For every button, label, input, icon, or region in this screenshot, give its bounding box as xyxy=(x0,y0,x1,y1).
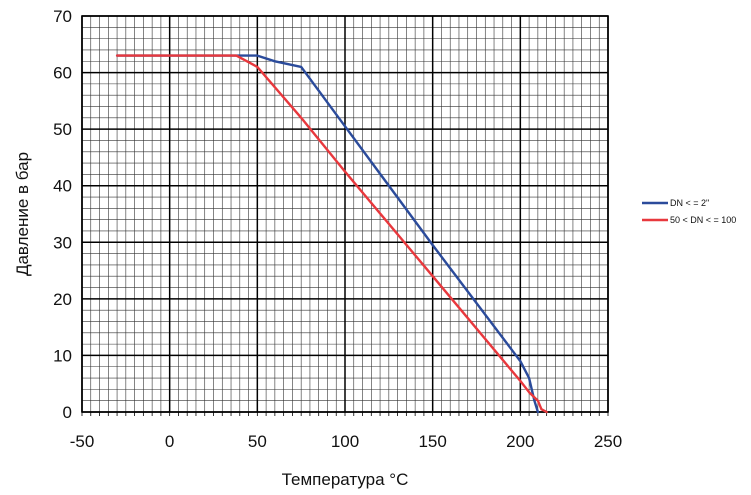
legend-label-2: 50 < DN < = 100 xyxy=(670,215,736,225)
x-tick-label: 0 xyxy=(165,432,174,451)
x-tick-label: 50 xyxy=(248,432,267,451)
y-axis-title: Давление в бар xyxy=(13,152,32,276)
y-tick-label: 0 xyxy=(63,403,72,422)
legend: DN < = 2" 50 < DN < = 100 xyxy=(642,198,736,225)
x-tick-label: 250 xyxy=(594,432,622,451)
x-axis-title: Температура °C xyxy=(282,470,409,489)
x-tick-label: 100 xyxy=(331,432,359,451)
y-tick-label: 70 xyxy=(53,7,72,26)
y-tick-label: 40 xyxy=(53,177,72,196)
y-tick-label: 10 xyxy=(53,346,72,365)
x-tick-label: -50 xyxy=(70,432,95,451)
y-tick-label: 30 xyxy=(53,233,72,252)
y-tick-labels: 0 10 20 30 40 50 60 70 xyxy=(53,7,72,422)
series-line-1 xyxy=(115,54,540,414)
plot-frame xyxy=(81,15,609,413)
y-tick-label: 60 xyxy=(53,64,72,83)
series-layer xyxy=(115,54,548,414)
legend-label-1: DN < = 2" xyxy=(670,198,709,208)
series-line-2 xyxy=(115,54,548,414)
y-tick-label: 50 xyxy=(53,120,72,139)
x-tick-labels: -50 0 50 100 150 200 250 xyxy=(70,432,622,451)
x-tick-label: 150 xyxy=(418,432,446,451)
x-tick-label: 200 xyxy=(506,432,534,451)
y-tick-label: 20 xyxy=(53,290,72,309)
